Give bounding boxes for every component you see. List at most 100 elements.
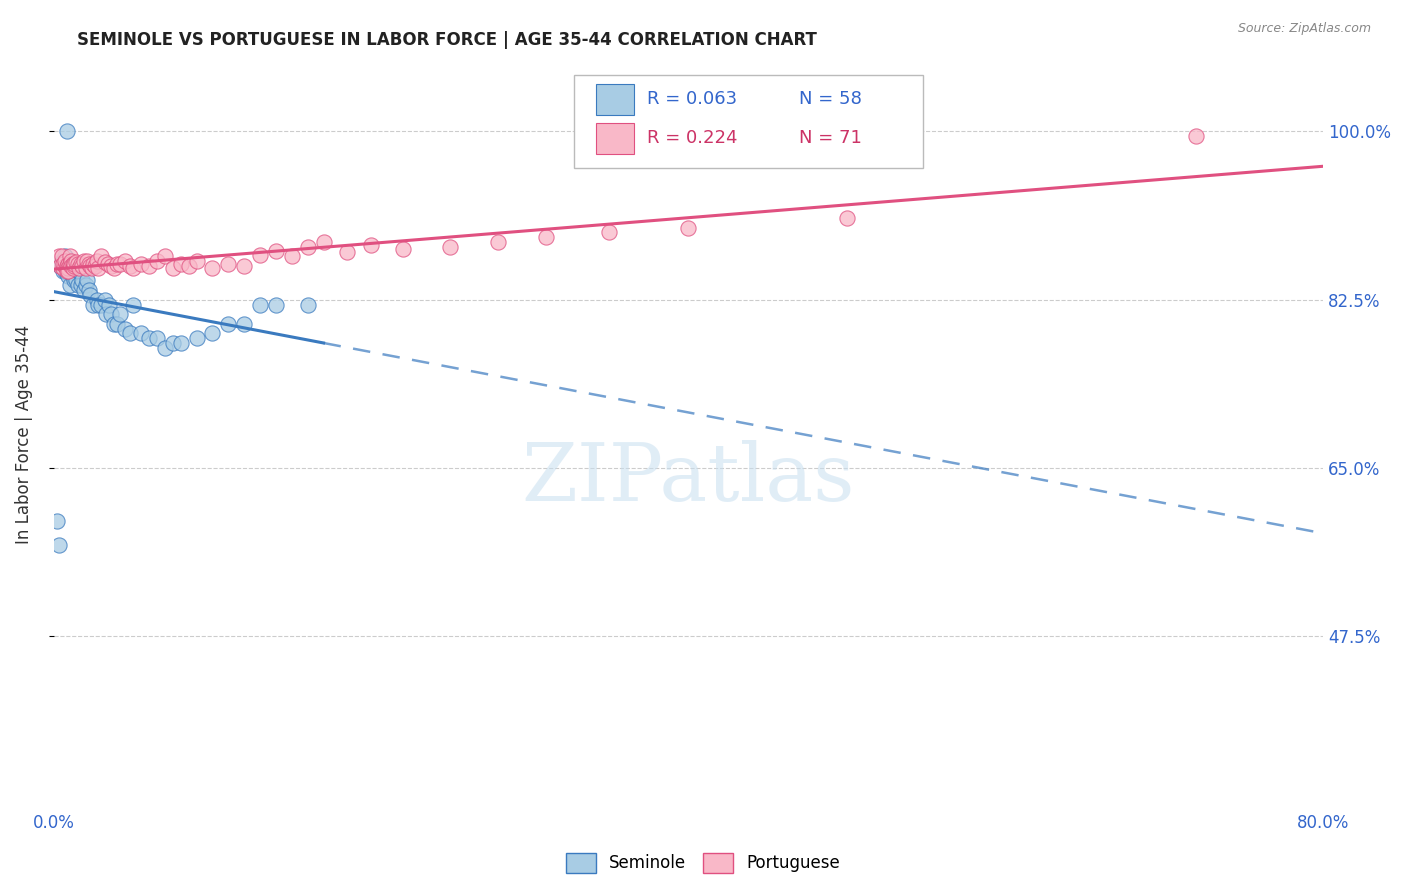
Point [63,273,86,287]
Y-axis label: In Labor Force | Age 35-44: In Labor Force | Age 35-44 [15,325,32,544]
Point [66,257,89,271]
Point [486,235,509,249]
Point [72,273,94,287]
Point [201,260,224,275]
Point [146,254,169,268]
Point [83,257,105,271]
Point [249,247,271,261]
Point [72,259,94,273]
FancyBboxPatch shape [596,123,634,153]
Point [59,249,82,263]
Point [336,244,359,259]
Point [439,240,461,254]
Point [59,264,82,278]
Text: Source: ZipAtlas.com: Source: ZipAtlas.com [1237,22,1371,36]
Point [48,249,70,263]
Point [118,259,141,273]
Point [138,259,160,273]
Point [233,317,256,331]
Point [153,341,176,355]
Point [264,244,287,258]
Point [1185,129,1208,144]
Point [110,257,132,271]
Point [201,326,224,341]
Point [83,297,105,311]
Point [49,259,72,273]
Point [56,264,79,278]
Point [53,254,76,268]
Point [62,268,84,283]
Point [118,326,141,341]
Point [60,259,83,273]
Point [62,257,84,271]
Text: R = 0.224: R = 0.224 [647,129,737,147]
Point [49,259,72,273]
Point [84,259,107,273]
Point [75,278,97,293]
Legend: Seminole, Portuguese: Seminole, Portuguese [560,847,846,880]
Point [56,264,79,278]
Point [76,254,98,268]
Point [69,278,91,293]
Point [59,278,82,293]
Point [360,238,382,252]
Point [837,211,859,225]
Point [93,293,115,307]
Point [76,273,98,287]
Point [98,297,121,311]
Point [170,336,193,351]
Point [217,257,239,271]
Point [55,124,77,138]
Point [97,257,120,271]
Point [65,273,87,287]
Text: N = 58: N = 58 [799,90,862,108]
FancyBboxPatch shape [574,75,924,168]
Point [65,255,87,269]
Point [87,260,110,275]
Point [73,254,96,268]
Point [69,257,91,271]
Point [129,257,152,271]
Point [93,255,115,269]
Point [62,264,84,278]
Point [77,257,100,271]
Point [114,254,136,268]
Point [59,257,82,271]
Point [186,331,208,345]
Point [55,264,77,278]
Point [77,283,100,297]
Point [105,257,128,271]
Point [75,260,97,275]
Point [52,264,75,278]
Point [86,254,108,268]
Point [63,257,86,271]
Point [60,254,83,268]
Point [56,257,79,271]
Point [60,259,83,273]
Point [281,249,304,263]
Point [52,254,75,268]
Point [392,242,415,256]
Point [534,230,557,244]
Point [63,268,86,283]
Point [162,260,184,275]
Point [264,297,287,311]
Point [79,259,101,273]
Text: SEMINOLE VS PORTUGUESE IN LABOR FORCE | AGE 35-44 CORRELATION CHART: SEMINOLE VS PORTUGUESE IN LABOR FORCE | … [77,31,817,49]
Point [96,307,118,321]
Point [86,293,108,307]
Point [105,317,128,331]
Point [170,257,193,271]
Point [177,259,200,273]
Point [53,259,76,273]
Point [53,249,76,263]
Point [48,538,70,552]
Point [138,331,160,345]
Point [55,264,77,278]
Point [52,257,75,271]
Point [73,283,96,297]
Point [110,307,132,321]
Point [114,321,136,335]
Point [122,297,145,311]
Point [162,336,184,351]
